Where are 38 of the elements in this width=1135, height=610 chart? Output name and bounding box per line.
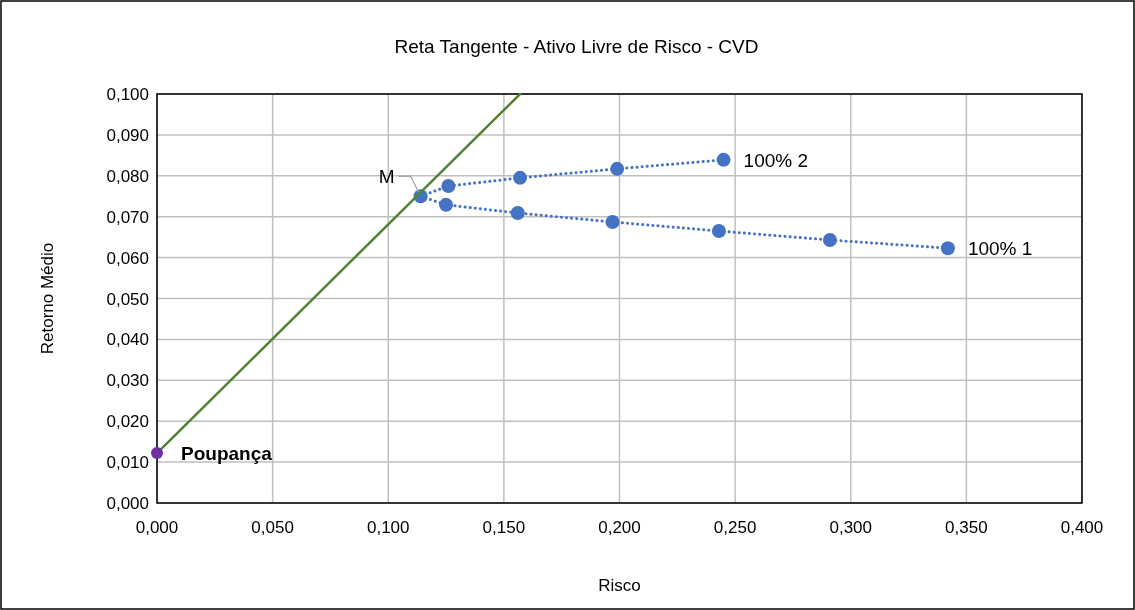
point [439, 197, 454, 212]
x-tick-label: 0,100 [366, 518, 410, 537]
y-tick-label: 0,010 [106, 453, 149, 473]
point [940, 241, 955, 256]
x-tick-label: 0,150 [482, 518, 526, 537]
point [716, 152, 731, 167]
x-tick-label: 0,050 [251, 518, 294, 537]
annotation: Poupança [181, 443, 273, 465]
annotation: 100% 2 [743, 149, 809, 171]
annotation: M [378, 166, 395, 188]
y-tick-label: 0,030 [106, 371, 149, 391]
y-tick-label: 0,100 [106, 85, 149, 104]
x-tick-label: 0,400 [1060, 518, 1104, 537]
point [441, 179, 456, 194]
x-axis-title: Risco [598, 576, 641, 595]
point [510, 206, 525, 221]
point [513, 170, 528, 185]
y-tick-label: 0,020 [106, 412, 149, 432]
point [151, 447, 163, 460]
y-tick-label: 0,060 [106, 248, 149, 268]
x-tick-label: 0,000 [135, 518, 179, 537]
x-tick-label: 0,200 [598, 518, 641, 537]
y-tick-label: 0,090 [106, 125, 149, 145]
point [610, 161, 625, 176]
point [711, 224, 726, 239]
chart-title: Reta Tangente - Ativo Livre de Risco - CVD [394, 36, 759, 57]
y-axis-title: Retorno Médio [38, 242, 57, 355]
annotation: 100% 1 [967, 238, 1033, 260]
y-tick-label: 0,000 [106, 494, 149, 513]
y-tick-label: 0,070 [106, 207, 149, 227]
y-tick-label: 0,040 [106, 330, 149, 350]
x-tick-label: 0,250 [713, 518, 757, 537]
x-tick-label: 0,350 [945, 518, 988, 537]
point [822, 233, 837, 248]
x-tick-label: 0,300 [829, 518, 873, 537]
point [605, 215, 620, 230]
y-tick-label: 0,050 [106, 289, 149, 309]
y-tick-label: 0,080 [106, 166, 149, 186]
